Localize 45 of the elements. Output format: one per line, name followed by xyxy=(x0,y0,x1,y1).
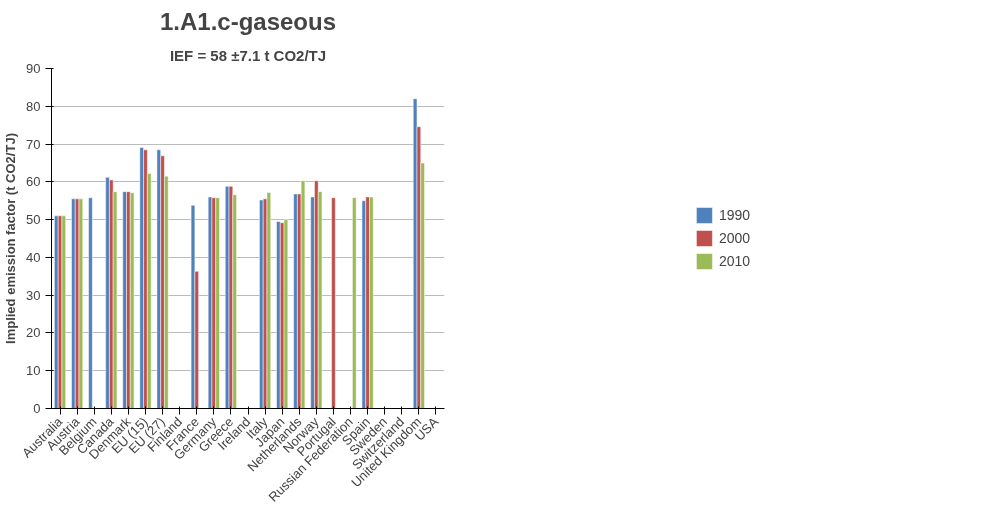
y-tick-label: 50 xyxy=(26,212,41,228)
y-tick-label: 0 xyxy=(33,401,41,416)
bar xyxy=(293,193,298,409)
y-tick-label: 90 xyxy=(26,61,41,76)
bar xyxy=(126,191,131,409)
y-tick-label: 80 xyxy=(26,98,41,114)
bar xyxy=(283,219,289,409)
bar xyxy=(54,215,59,409)
y-tick-label: 20 xyxy=(26,325,41,341)
bar xyxy=(314,180,319,409)
y-tick-label: 70 xyxy=(26,136,41,152)
bar xyxy=(211,197,216,409)
bar xyxy=(276,221,281,409)
bar xyxy=(365,196,370,409)
bar xyxy=(190,205,196,409)
bar xyxy=(361,200,366,409)
bar xyxy=(78,198,84,409)
bar xyxy=(143,149,148,409)
y-tick-label: 30 xyxy=(26,287,41,303)
bar xyxy=(109,179,114,409)
bar xyxy=(156,149,161,409)
bar xyxy=(130,192,135,409)
bar xyxy=(259,199,264,409)
chart-subtitle: IEF = 58 ±7.1 t CO2/TJ xyxy=(169,46,327,64)
bar xyxy=(369,196,374,409)
bar xyxy=(300,180,306,409)
bar xyxy=(61,215,66,409)
chart-title: 1.A1.c-gaseous xyxy=(159,7,337,35)
bar xyxy=(122,191,127,409)
bar xyxy=(71,198,76,409)
legend-label: 2000 xyxy=(718,230,751,246)
y-tick-label: 10 xyxy=(26,363,41,379)
bar xyxy=(105,177,110,409)
y-axis-title: Implied emission factor (t CO2/TJ) xyxy=(3,133,19,344)
bar xyxy=(352,197,357,409)
bar xyxy=(228,186,234,409)
bar xyxy=(266,192,271,409)
bar xyxy=(331,197,336,409)
legend-label: 2010 xyxy=(718,253,751,269)
bar xyxy=(139,147,144,409)
y-tick-label: 60 xyxy=(26,174,41,190)
bar xyxy=(215,197,220,409)
bar xyxy=(88,197,93,409)
legend-label: 1990 xyxy=(718,207,751,223)
y-tick-label: 40 xyxy=(26,249,41,265)
